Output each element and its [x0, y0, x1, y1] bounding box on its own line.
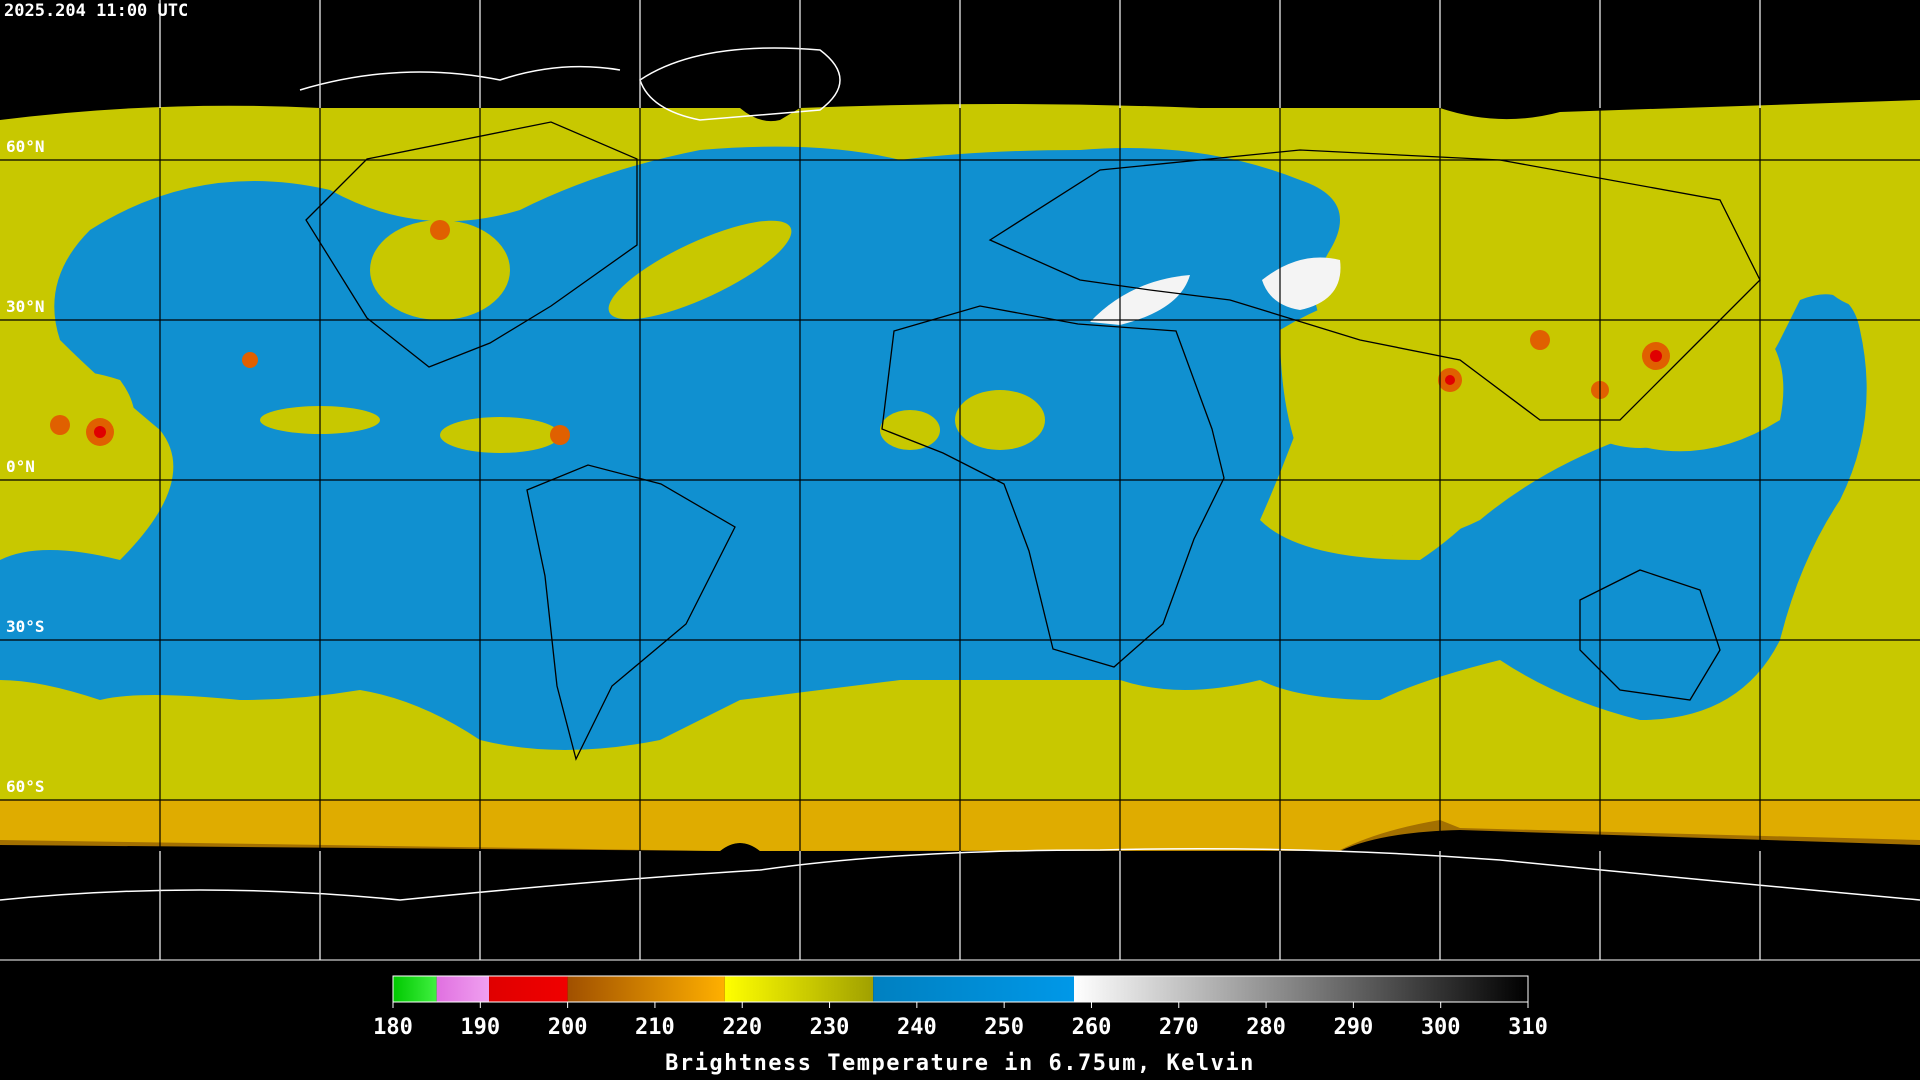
- lat-label: 60°S: [6, 777, 45, 796]
- meridians: [159, 0, 1761, 960]
- australia: [1579, 569, 1721, 701]
- warm-patch: [1262, 257, 1341, 310]
- colorbar-segment: [393, 976, 437, 1002]
- tick-label: 200: [548, 1015, 588, 1040]
- tick-label: 230: [810, 1015, 850, 1040]
- storm-cores: [94, 350, 1662, 438]
- timestamp: 2025.204 11:00 UTC: [4, 1, 188, 21]
- cloud: [370, 220, 510, 320]
- tick-label: 270: [1159, 1015, 1199, 1040]
- tick-label: 280: [1246, 1015, 1286, 1040]
- colorbar-segment: [567, 976, 725, 1002]
- cloud: [440, 417, 560, 453]
- lat-label: 30°S: [6, 617, 45, 636]
- north-america: [305, 121, 638, 368]
- cloud: [608, 220, 792, 320]
- tick-label: 240: [897, 1015, 937, 1040]
- colorbar-segment: [724, 976, 874, 1002]
- tick-label: 250: [984, 1015, 1024, 1040]
- arctic-islands: [299, 65, 621, 91]
- cloud: [1290, 460, 1430, 540]
- tick-label: 210: [635, 1015, 675, 1040]
- tick-label: 260: [1072, 1015, 1112, 1040]
- lat-label: 30°N: [6, 297, 45, 316]
- colorbar-segment: [873, 976, 1074, 1002]
- tick-label: 310: [1508, 1015, 1548, 1040]
- south-america: [526, 464, 736, 761]
- tick-label: 190: [460, 1015, 500, 1040]
- colorbar-frame: [392, 975, 1529, 1003]
- africa: [881, 305, 1225, 668]
- colorbar: 180 190 200 210 220 230 240 250 260 270 280 290 300 3…: [373, 975, 1548, 1040]
- tick-label: 220: [722, 1015, 762, 1040]
- tick-label: 290: [1334, 1015, 1374, 1040]
- lat-label: 60°N: [6, 137, 45, 156]
- eurasia: [988, 149, 1761, 421]
- meridians-polar: [159, 0, 1761, 960]
- cloud: [955, 390, 1045, 450]
- lat-label: 0°N: [6, 457, 35, 476]
- coastlines: [0, 47, 1920, 901]
- cloud: [880, 410, 940, 450]
- tick-label: 180: [373, 1015, 413, 1040]
- warm-patch: [1090, 275, 1190, 325]
- greenland: [639, 47, 841, 121]
- latitude-labels: 60°N 30°N 0°N 30°S 60°S: [6, 137, 45, 796]
- cloud: [1820, 230, 1920, 310]
- tick-label: 300: [1421, 1015, 1461, 1040]
- antarctica: [0, 848, 1920, 901]
- colorbar-segment: [1074, 976, 1528, 1002]
- colorbar-segment: [489, 976, 568, 1002]
- colorbar-segment: [436, 976, 490, 1002]
- colorbar-title: Brightness Temperature in 6.75um, Kelvin: [665, 1051, 1255, 1076]
